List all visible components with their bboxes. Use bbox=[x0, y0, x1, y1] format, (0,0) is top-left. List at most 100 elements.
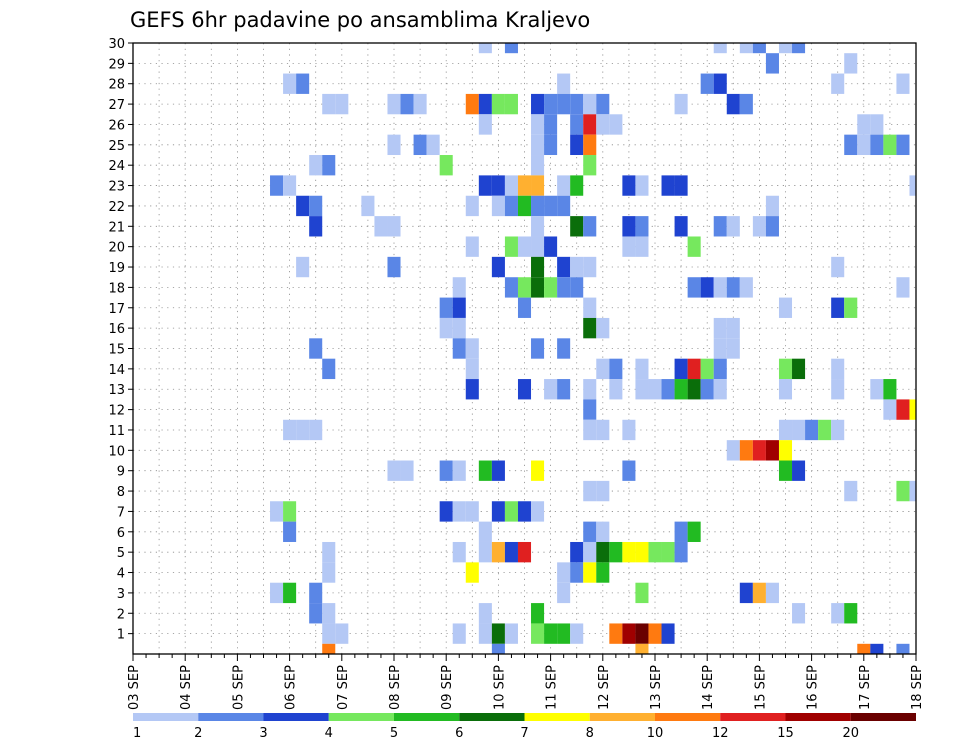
heatmap-cell bbox=[322, 541, 336, 563]
heatmap-cell bbox=[674, 358, 688, 380]
y-tick-label: 6 bbox=[117, 526, 125, 541]
heatmap-cell bbox=[491, 175, 505, 196]
legend-swatch bbox=[198, 713, 264, 721]
heatmap-cell bbox=[870, 114, 884, 135]
heatmap-cell bbox=[596, 93, 610, 115]
heatmap-cell bbox=[765, 195, 779, 217]
heatmap-cell bbox=[726, 440, 740, 461]
heatmap-cell bbox=[674, 216, 688, 237]
legend-label: 10 bbox=[647, 726, 664, 741]
y-tick-label: 5 bbox=[117, 546, 125, 561]
heatmap-cell bbox=[322, 623, 336, 644]
heatmap-cell bbox=[883, 399, 897, 420]
heatmap-cell bbox=[687, 236, 701, 257]
heatmap-cell bbox=[439, 155, 453, 176]
heatmap-cell bbox=[296, 256, 310, 278]
heatmap-cell bbox=[491, 623, 505, 644]
heatmap-cell bbox=[596, 480, 610, 502]
heatmap-cell bbox=[622, 419, 636, 441]
heatmap-cell bbox=[635, 379, 649, 400]
legend-label: 7 bbox=[520, 726, 528, 741]
heatmap-cell bbox=[831, 73, 845, 94]
heatmap-cell bbox=[674, 521, 688, 542]
heatmap-cell bbox=[270, 175, 284, 196]
heatmap-cell bbox=[844, 134, 858, 156]
heatmap-cell bbox=[583, 317, 597, 339]
heatmap-cell bbox=[544, 114, 558, 135]
heatmap-cell bbox=[778, 358, 793, 380]
heatmap-cell bbox=[465, 379, 479, 400]
heatmap-cell bbox=[322, 562, 336, 583]
heatmap-cell bbox=[531, 195, 545, 217]
heatmap-cell bbox=[309, 603, 323, 624]
heatmap-cell bbox=[557, 195, 571, 217]
axes: 1234567891011121314151617181920212223242… bbox=[108, 37, 925, 710]
heatmap-cell bbox=[583, 216, 597, 237]
heatmap-cell bbox=[726, 317, 740, 339]
heatmap-cell bbox=[583, 93, 597, 115]
heatmap-cell bbox=[465, 358, 479, 380]
legend-swatch bbox=[263, 713, 329, 721]
heatmap-cell bbox=[570, 175, 584, 196]
heatmap-cell bbox=[557, 338, 571, 359]
heatmap-cell bbox=[778, 460, 793, 481]
heatmap-cell bbox=[726, 338, 740, 359]
heatmap-cell bbox=[609, 541, 623, 563]
heatmap-cell bbox=[583, 480, 597, 502]
heatmap-cell bbox=[557, 73, 571, 94]
heatmap-cell bbox=[844, 603, 858, 624]
heatmap-cell bbox=[531, 338, 545, 359]
heatmap-cell bbox=[570, 216, 584, 237]
heatmap-cell bbox=[635, 643, 649, 654]
heatmap-cell bbox=[504, 195, 518, 217]
heatmap-cell bbox=[622, 236, 636, 257]
heatmap-cell bbox=[491, 256, 505, 278]
y-tick-label: 25 bbox=[108, 139, 125, 154]
heatmap-cell bbox=[609, 114, 623, 135]
heatmap-cell bbox=[909, 480, 916, 502]
heatmap-cell bbox=[609, 379, 623, 400]
x-tick-label: 13 SEP bbox=[649, 665, 664, 710]
heatmap-cell bbox=[700, 358, 714, 380]
heatmap-cell bbox=[857, 134, 871, 156]
heatmap-cell bbox=[309, 338, 323, 359]
heatmap-cell bbox=[792, 43, 806, 54]
legend-label: 1 bbox=[133, 726, 141, 741]
heatmap-cell bbox=[635, 358, 649, 380]
heatmap-cell bbox=[596, 114, 610, 135]
chart-title: GEFS 6hr padavine po ansamblima Kraljevo bbox=[130, 8, 590, 32]
y-tick-label: 2 bbox=[117, 607, 125, 622]
heatmap-cell bbox=[883, 379, 897, 400]
x-tick-label: 18 SEP bbox=[910, 665, 925, 710]
heatmap-cell bbox=[778, 297, 793, 318]
heatmap-cell bbox=[583, 379, 597, 400]
heatmap-cell bbox=[491, 460, 505, 481]
heatmap-cell bbox=[661, 623, 675, 644]
heatmap-cell bbox=[792, 419, 806, 441]
y-tick-label: 28 bbox=[108, 78, 125, 93]
heatmap-cell bbox=[622, 623, 636, 644]
heatmap-cell bbox=[674, 379, 688, 400]
heatmap-cell bbox=[765, 440, 779, 461]
legend-label: 2 bbox=[194, 726, 202, 741]
heatmap-cell bbox=[531, 93, 545, 115]
heatmap-cell bbox=[765, 53, 779, 74]
y-tick-label: 8 bbox=[117, 485, 125, 500]
heatmap-cell bbox=[570, 256, 584, 278]
heatmap-cell bbox=[387, 216, 401, 237]
heatmap-cell bbox=[700, 379, 714, 400]
legend-label: 4 bbox=[325, 726, 333, 741]
heatmap-cell bbox=[491, 195, 505, 217]
legend-swatch bbox=[524, 713, 590, 721]
heatmap-cell bbox=[713, 379, 727, 400]
x-tick-label: 16 SEP bbox=[806, 665, 821, 710]
legend-swatch bbox=[655, 713, 721, 721]
heatmap-cell bbox=[413, 134, 427, 156]
y-tick-label: 18 bbox=[108, 281, 125, 296]
heatmap-cell bbox=[309, 155, 323, 176]
heatmap-cell bbox=[752, 582, 766, 604]
heatmap-cell bbox=[387, 460, 401, 481]
legend-swatch bbox=[394, 713, 460, 721]
heatmap-cell bbox=[413, 93, 427, 115]
